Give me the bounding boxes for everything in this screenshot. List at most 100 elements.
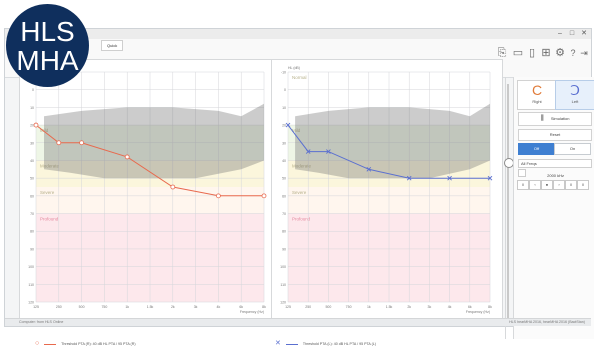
volume-slider-track[interactable] <box>507 84 509 320</box>
left-y-tick: 80 <box>282 230 286 234</box>
right-x-tick: 6k <box>239 305 243 309</box>
right-y-tick: 30 <box>30 141 34 145</box>
left-ear-button[interactable]: Ↄ Left <box>555 80 594 110</box>
exit-icon[interactable]: ⇥ <box>580 48 588 58</box>
right-y-tick: 50 <box>30 177 34 181</box>
reset-button[interactable]: Reset <box>518 129 592 141</box>
left-data-point <box>285 122 291 128</box>
left-data-point <box>326 149 331 154</box>
on-toggle[interactable]: On <box>554 143 591 155</box>
right-x-tick: 250 <box>56 305 62 309</box>
left-data-point <box>447 175 452 181</box>
off-toggle[interactable]: Off <box>518 143 555 155</box>
next-button[interactable]: › <box>553 180 565 190</box>
right-speech-banana <box>44 103 264 179</box>
left-y-axis-label: HL (dB) <box>288 66 300 70</box>
logo-line-2: MHA <box>16 45 79 76</box>
right-data-point <box>33 122 39 128</box>
value-stepper-icon[interactable] <box>518 169 526 177</box>
legend-right-marker-icon: ○ <box>35 340 40 347</box>
left-x-tick: 6k <box>468 305 472 309</box>
gear-icon[interactable]: ⚙ <box>555 47 565 59</box>
right-x-axis-label: Frequency (Hz) <box>240 310 264 314</box>
legend-left-text: Threshold PTA (L): 40 dB HL PTA / 95 PTA… <box>302 342 376 346</box>
stop-button[interactable]: ‖ <box>565 180 577 190</box>
right-data-point <box>170 184 176 190</box>
right-x-tick: 750 <box>101 305 107 309</box>
left-y-tick: 10 <box>282 106 286 110</box>
left-x-axis-label: Frequency (Hz) <box>466 310 490 314</box>
legend-left-line <box>285 343 298 345</box>
left-y-tick: 30 <box>282 141 286 145</box>
page-icon[interactable]: ▭ <box>512 47 524 59</box>
status-bar: Computer: from HLS Online HLS hearMHA 20… <box>5 318 591 326</box>
left-y-tick: 100 <box>280 265 286 269</box>
right-x-tick: 1k <box>125 305 129 309</box>
audiogram-right-svg: NormalMildModerateSevereProfound-1001020… <box>28 66 267 314</box>
right-y-tick: 100 <box>28 265 34 269</box>
right-x-tick: 2k <box>171 305 175 309</box>
left-data-point <box>366 166 372 172</box>
end-button[interactable]: ‖ <box>577 180 589 190</box>
minimize-icon[interactable]: – <box>558 30 562 37</box>
value-label: 2000 kHz <box>547 173 565 178</box>
right-data-point <box>124 154 130 160</box>
left-y-tick: 110 <box>280 283 286 287</box>
clipboard-icon[interactable]: ⎘ <box>497 47 507 59</box>
legend-right-text: Threshold PTA (R): 40 dB HL PTA / 95 PTA… <box>61 342 136 346</box>
right-data-point <box>79 140 84 146</box>
right-zone-label: Profound <box>40 217 59 222</box>
right-ear-label: Right <box>532 99 542 104</box>
left-ear-label: Left <box>571 99 579 104</box>
left-x-tick: 8k <box>488 305 492 309</box>
right-y-tick: 60 <box>30 194 34 198</box>
right-x-tick: 125 <box>33 305 39 309</box>
sliders-icon[interactable]: ⊞ <box>541 47 551 59</box>
left-x-tick: 250 <box>305 305 311 309</box>
right-data-point <box>215 193 221 199</box>
left-y-tick: 120 <box>280 301 286 305</box>
right-x-tick: 1.5k <box>147 305 154 309</box>
left-y-tick: 0 <box>284 88 286 92</box>
hls-mha-logo: HLS MHA <box>6 4 89 87</box>
left-zone-label: Moderate <box>292 163 312 168</box>
right-x-tick: 500 <box>79 305 85 309</box>
record-button[interactable]: ● <box>541 180 553 190</box>
right-y-tick: 90 <box>30 247 34 251</box>
right-zone-label: Moderate <box>40 163 60 168</box>
left-x-tick: 1k <box>367 305 371 309</box>
simulation-button[interactable]: ⫼ Simulation <box>518 112 592 126</box>
frequency-select[interactable]: All Freqs <box>518 159 592 168</box>
audiogram-left-svg: Normal Mild Moderate Severe Profound -10 0 10 20… <box>280 66 493 314</box>
right-data-point <box>261 193 267 199</box>
previous-button[interactable]: ‹ <box>529 180 541 190</box>
left-x-tick: 4k <box>448 305 452 309</box>
page-icon[interactable]: ▯ <box>528 47 536 59</box>
legend-right: ○ Threshold PTA (R): 40 dB HL PTA / 95 P… <box>35 340 136 348</box>
left-y-tick: 90 <box>282 247 286 251</box>
value-row: 2000 kHz <box>518 169 590 178</box>
left-zone-label: Normal <box>292 75 307 80</box>
left-x-tick: 125 <box>285 305 291 309</box>
equalizer-icon: ⫼ <box>540 115 544 122</box>
right-x-tick: 3k <box>194 305 198 309</box>
legend-left-marker-icon: ✕ <box>275 340 281 347</box>
audiogram-right[interactable]: NormalMildModerateSevereProfound-1001020… <box>19 59 277 319</box>
left-y-tick: 50 <box>282 177 286 181</box>
close-icon[interactable]: ✕ <box>581 30 587 37</box>
left-data-point <box>487 175 493 181</box>
right-y-tick: 20 <box>30 124 34 128</box>
legend-left: ✕ Threshold PTA (L): 40 dB HL PTA / 95 P… <box>275 340 376 348</box>
left-zone-label: Severe <box>292 190 307 195</box>
tab-quick[interactable]: Quick <box>101 40 124 51</box>
left-x-tick: 750 <box>346 305 352 309</box>
pause-button[interactable]: ‖ <box>517 180 529 190</box>
simulation-label: Simulation <box>550 116 570 121</box>
audiogram-left[interactable]: Normal Mild Moderate Severe Profound -10 0 10 20… <box>271 59 503 319</box>
maximize-icon[interactable]: □ <box>569 30 575 37</box>
right-zone-label: Severe <box>40 190 55 195</box>
question-icon[interactable]: ? <box>570 48 576 58</box>
left-x-tick: 500 <box>325 305 331 309</box>
right-ear-button[interactable]: C Right <box>517 80 557 110</box>
right-x-tick: 4k <box>217 305 221 309</box>
